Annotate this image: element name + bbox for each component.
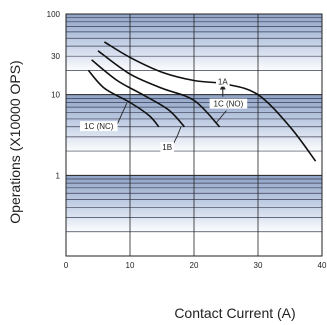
x-axis-label: Contact Current (A): [174, 305, 295, 321]
y-tick-labels: 100 30 10 1: [47, 10, 61, 180]
annotation-1a: 1A: [218, 78, 228, 87]
annotation-1b-bg: [160, 142, 174, 153]
y-tick-label: 10: [51, 91, 60, 100]
x-tick-label: 30: [254, 261, 263, 270]
x-tick-label: 0: [64, 261, 69, 270]
x-tick-label: 20: [190, 261, 199, 270]
series-line-1c-no: [97, 50, 221, 128]
annotation-1b: 1B: [162, 143, 172, 152]
leader-1b: [172, 126, 182, 145]
y-tick-label: 1: [56, 171, 61, 180]
annotation-1c-no-bg: [209, 98, 248, 109]
leader-1c-no: [216, 110, 227, 123]
x-tick-label: 10: [126, 261, 135, 270]
series-line-1c-nc: [87, 69, 160, 128]
y-axis-label: Operations (X10000 OPS): [7, 60, 23, 223]
y-tick-label: 30: [51, 52, 60, 61]
annotation-1c-nc: 1C (NC): [84, 122, 114, 131]
annotation-1c-nc-bg: [80, 121, 118, 132]
x-tick-labels: 0 10 20 30 40: [64, 261, 327, 270]
series-line-1a: [103, 41, 317, 162]
curve-annotations: 1A 1C (NO) 1B 1C (NC): [80, 76, 248, 153]
annotation-1c-no: 1C (NO): [214, 100, 244, 109]
x-tick-label: 40: [318, 261, 327, 270]
plot-frame: [65, 13, 323, 257]
series-curves: [87, 41, 317, 162]
leader-1c-nc: [116, 103, 128, 126]
y-tick-label: 100: [47, 10, 61, 19]
annotation-1a-bg: [216, 76, 230, 87]
grid-lines: [65, 13, 323, 257]
series-line-1b: [91, 59, 185, 128]
